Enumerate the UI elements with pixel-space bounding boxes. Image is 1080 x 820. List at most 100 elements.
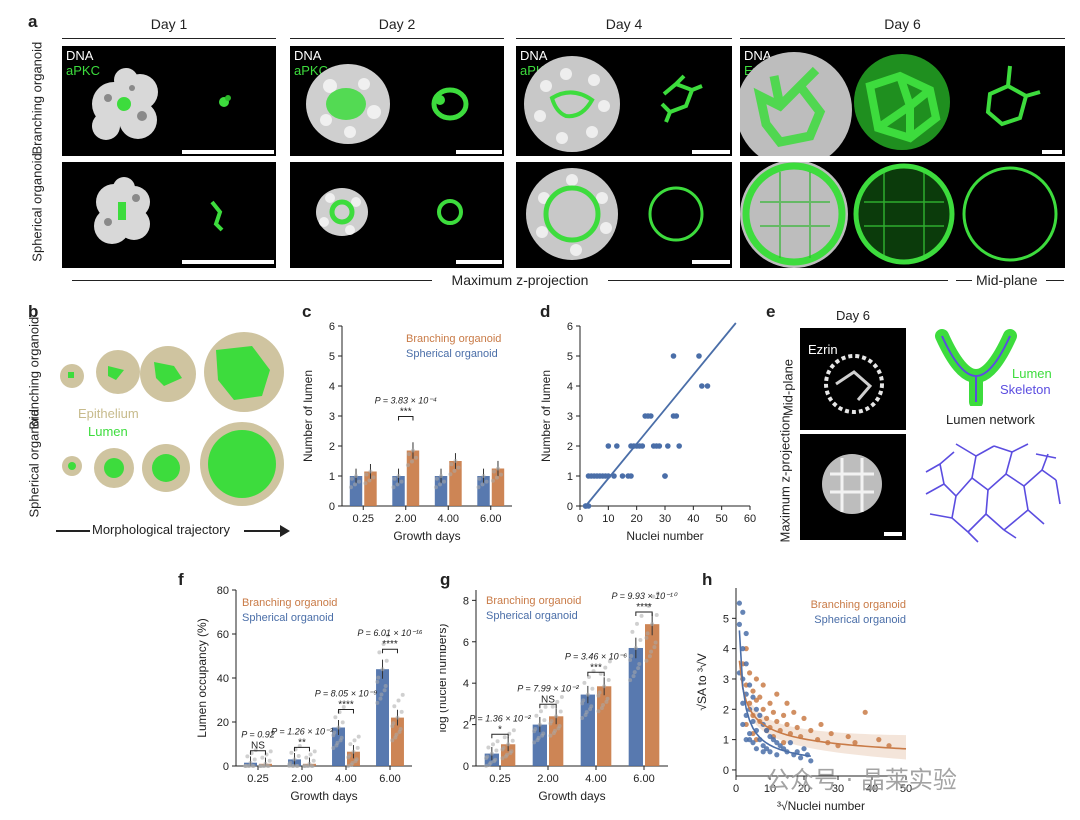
x-tick-label: 6.00 bbox=[633, 773, 654, 785]
p-value: P = 3.83 × 10⁻⁴ bbox=[375, 396, 437, 406]
data-point bbox=[452, 468, 457, 473]
scale-bar bbox=[456, 260, 502, 264]
data-point-branching bbox=[808, 727, 814, 734]
data-point bbox=[382, 688, 387, 693]
legend-spherical: Spherical organoid bbox=[486, 610, 578, 622]
panel-label-f: f bbox=[178, 570, 184, 589]
row-label-spherical: Spherical organoid bbox=[29, 153, 45, 262]
data-point bbox=[611, 473, 617, 479]
sig-marker: *** bbox=[590, 662, 602, 673]
data-point-branching bbox=[791, 709, 797, 715]
data-point-spherical bbox=[747, 737, 753, 743]
footer-line bbox=[608, 280, 948, 281]
data-point bbox=[665, 443, 671, 449]
data-point bbox=[341, 704, 346, 709]
data-point bbox=[246, 764, 251, 768]
sig-marker: **** bbox=[382, 639, 398, 650]
scale-bar bbox=[456, 150, 502, 154]
p-value: P = 8.05 × 10⁻⁹ bbox=[315, 689, 378, 699]
x-tick-label: 50 bbox=[716, 513, 728, 525]
data-point bbox=[261, 764, 266, 768]
data-point bbox=[449, 462, 454, 467]
micrograph-day2-branching: DNA aPKC bbox=[290, 46, 504, 156]
legend-epithelium: Epithelium bbox=[78, 406, 139, 421]
data-point bbox=[385, 633, 390, 638]
data-point bbox=[349, 476, 354, 481]
data-point bbox=[376, 675, 381, 680]
x-tick-label: 0 bbox=[577, 513, 583, 525]
data-point bbox=[484, 763, 489, 768]
data-point-spherical bbox=[753, 746, 759, 752]
data-point bbox=[639, 613, 644, 618]
scale-bar bbox=[692, 150, 730, 154]
x-tick-label: 2.00 bbox=[537, 773, 558, 785]
data-point bbox=[309, 764, 314, 768]
sig-marker: *** bbox=[400, 407, 412, 418]
data-point bbox=[607, 659, 612, 664]
data-point bbox=[652, 645, 657, 650]
x-tick-label: 2.00 bbox=[291, 773, 312, 785]
data-point bbox=[639, 443, 646, 449]
y-axis-label: Number of lumen bbox=[301, 370, 315, 462]
chart-h-sa-v-ratio: 0 1 2 3 4 5 ³√Nuclei number √SA to ³√V 0 10 20 30 40… bbox=[696, 588, 912, 813]
data-point bbox=[494, 475, 499, 480]
y-tick-label: 6 bbox=[463, 637, 469, 649]
scale-bar bbox=[692, 260, 730, 264]
bar-branching bbox=[645, 624, 660, 766]
data-point bbox=[375, 679, 380, 684]
row-label-maxprojection: Maximum z-projection bbox=[777, 415, 793, 543]
day-header-line bbox=[290, 38, 504, 39]
data-point-spherical bbox=[770, 737, 776, 743]
data-point bbox=[676, 443, 682, 449]
p-value: P = 9.93 × 10⁻¹⁰ bbox=[611, 591, 677, 601]
scale-bar bbox=[1042, 150, 1062, 154]
data-point bbox=[602, 684, 607, 689]
data-point bbox=[582, 680, 587, 685]
data-point bbox=[353, 759, 358, 764]
y-tick-label: 3 bbox=[723, 674, 729, 686]
data-point bbox=[308, 752, 313, 757]
data-point bbox=[355, 745, 360, 750]
y-tick-label: 5 bbox=[567, 351, 573, 363]
data-point bbox=[583, 713, 588, 718]
y-axis-label: Number of lumen bbox=[539, 370, 553, 462]
data-point bbox=[340, 720, 345, 725]
x-axis-label: ³√Nuclei number bbox=[777, 799, 865, 813]
data-point bbox=[399, 479, 404, 484]
data-point-spherical bbox=[774, 752, 780, 758]
data-point bbox=[348, 742, 353, 747]
data-point bbox=[538, 709, 543, 714]
micrograph-day1-branching: DNA aPKC bbox=[62, 46, 276, 156]
data-point bbox=[393, 735, 398, 740]
y-tick-label: 60 bbox=[217, 629, 229, 641]
data-point bbox=[662, 473, 668, 479]
data-point bbox=[331, 746, 336, 751]
data-point bbox=[614, 443, 620, 449]
data-point bbox=[580, 715, 585, 720]
data-point bbox=[490, 478, 495, 483]
day-header-4: Day 4 bbox=[605, 16, 643, 32]
data-point bbox=[399, 709, 404, 714]
sig-bracket bbox=[294, 746, 310, 752]
data-point bbox=[433, 485, 438, 490]
data-point bbox=[655, 591, 660, 596]
data-point bbox=[648, 413, 654, 419]
data-point-branching bbox=[845, 733, 851, 740]
data-point-spherical bbox=[764, 727, 770, 734]
data-point bbox=[495, 466, 500, 471]
y-tick-label: 0 bbox=[463, 761, 469, 773]
x-axis-label: Nuclei number bbox=[626, 529, 703, 543]
data-point bbox=[292, 757, 297, 762]
data-point bbox=[558, 709, 563, 714]
day-header-6: Day 6 bbox=[884, 16, 921, 32]
data-point bbox=[644, 635, 649, 640]
data-point bbox=[294, 764, 299, 768]
data-point bbox=[494, 748, 499, 753]
data-point bbox=[511, 728, 516, 733]
y-axis-label: Lumen occupancy (%) bbox=[195, 618, 209, 737]
data-point-branching bbox=[801, 715, 807, 721]
data-point bbox=[346, 764, 351, 768]
x-tick-label: 50 bbox=[900, 783, 912, 795]
data-point bbox=[260, 755, 265, 760]
data-point bbox=[585, 503, 592, 509]
